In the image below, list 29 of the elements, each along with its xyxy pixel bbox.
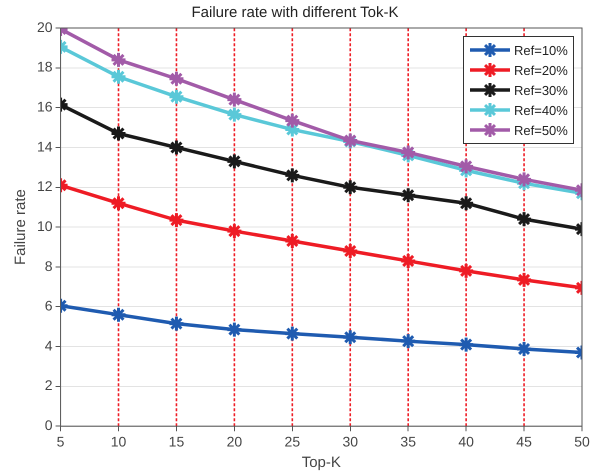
y-tick-label: 2 [44,377,53,394]
legend-label: Ref=20% [514,62,568,78]
y-axis-title: Failure rate [12,189,30,266]
y-tick-label: 18 [36,58,53,75]
x-tick-label: 40 [458,433,474,450]
y-tick-label: 10 [36,218,53,234]
chart-title: Failure rate with different Tok-K [191,4,399,22]
x-tick-label: 20 [226,433,242,450]
y-tick-label: 20 [36,18,53,35]
x-tick-label: 5 [56,433,65,450]
x-axis-title: Top-K [302,454,341,472]
x-tick-label: 45 [516,433,532,450]
y-tick-label: 12 [36,178,53,194]
legend-label: Ref=30% [514,82,568,98]
y-tick-label: 16 [36,98,53,114]
x-tick-label: 35 [400,433,416,450]
legend-label: Ref=50% [514,122,568,138]
legend-label: Ref=10% [514,42,568,58]
x-tick-label: 10 [110,433,127,450]
x-tick-label: 50 [574,433,590,450]
y-tick-label: 14 [36,138,53,154]
y-tick-label: 8 [44,258,53,274]
x-tick-label: 30 [342,433,358,450]
x-tick-label: 15 [168,433,184,450]
x-tick-label: 25 [284,433,300,450]
y-tick-label: 0 [44,417,53,434]
legend-label: Ref=40% [514,102,568,118]
y-tick-label: 4 [44,337,53,354]
y-tick-label: 6 [44,298,53,314]
